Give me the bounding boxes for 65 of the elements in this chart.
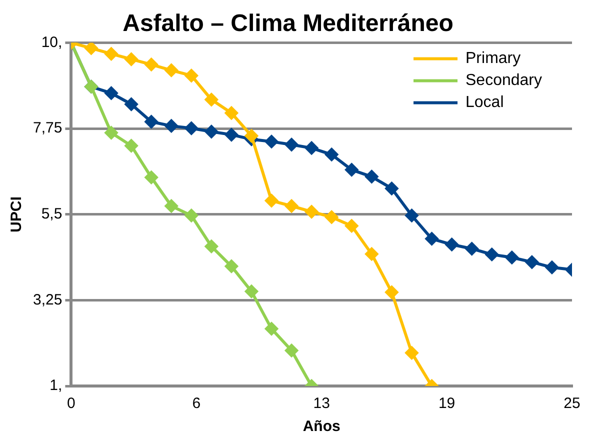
- point: [144, 170, 158, 184]
- point: [285, 200, 298, 213]
- x-tick-label: 19: [438, 395, 456, 412]
- point: [184, 122, 198, 135]
- y-tick-label: 3,25: [32, 291, 62, 308]
- point: [305, 142, 318, 155]
- point: [204, 125, 218, 138]
- y-tick-label: 10,: [41, 34, 62, 51]
- point: [285, 344, 298, 358]
- point: [485, 248, 498, 261]
- point: [104, 126, 118, 140]
- point: [325, 210, 338, 224]
- point: [224, 106, 238, 120]
- point: [305, 205, 318, 218]
- point: [244, 129, 258, 142]
- x-tick-label: 25: [564, 395, 580, 412]
- point: [164, 64, 178, 77]
- point: [265, 135, 278, 148]
- point: [505, 250, 518, 264]
- point: [184, 69, 198, 82]
- point: [164, 119, 178, 132]
- point: [164, 200, 178, 213]
- point: [204, 93, 218, 106]
- point: [224, 260, 238, 273]
- point: [224, 128, 238, 142]
- point: [405, 346, 418, 360]
- point: [124, 98, 138, 111]
- legend-label: Secondary: [466, 72, 542, 90]
- point: [445, 238, 458, 252]
- point: [204, 240, 218, 253]
- point: [365, 248, 378, 261]
- x-tick-label: 0: [67, 395, 76, 412]
- point: [385, 286, 398, 299]
- point: [465, 242, 478, 256]
- point: [345, 163, 358, 176]
- legend-label: Local: [466, 94, 504, 112]
- point: [325, 148, 338, 162]
- point: [124, 139, 138, 152]
- y-tick-label: 1,: [50, 377, 62, 394]
- point: [345, 219, 358, 232]
- point: [104, 47, 118, 60]
- x-tick-label: 13: [313, 395, 330, 412]
- y-tick-label: 5,5: [41, 206, 62, 223]
- point: [365, 170, 378, 184]
- point: [405, 209, 418, 222]
- point: [525, 256, 538, 269]
- point: [144, 115, 158, 128]
- point: [285, 138, 298, 152]
- y-tick-label: 7,75: [32, 120, 62, 137]
- legend-label: Primary: [466, 50, 521, 68]
- point: [124, 52, 138, 66]
- point: [265, 194, 278, 208]
- point: [104, 86, 118, 100]
- x-axis-title: Años: [302, 418, 340, 436]
- point: [84, 42, 98, 55]
- point: [265, 322, 278, 336]
- point: [545, 260, 558, 274]
- chart-title: Asfalto – Clima Mediterráneo: [122, 10, 454, 38]
- point: [144, 58, 158, 72]
- y-axis-title: UPCI: [8, 196, 26, 232]
- point: [244, 284, 258, 298]
- point: [425, 232, 438, 246]
- point: [385, 182, 398, 195]
- point: [184, 209, 198, 222]
- x-tick-label: 6: [192, 395, 201, 412]
